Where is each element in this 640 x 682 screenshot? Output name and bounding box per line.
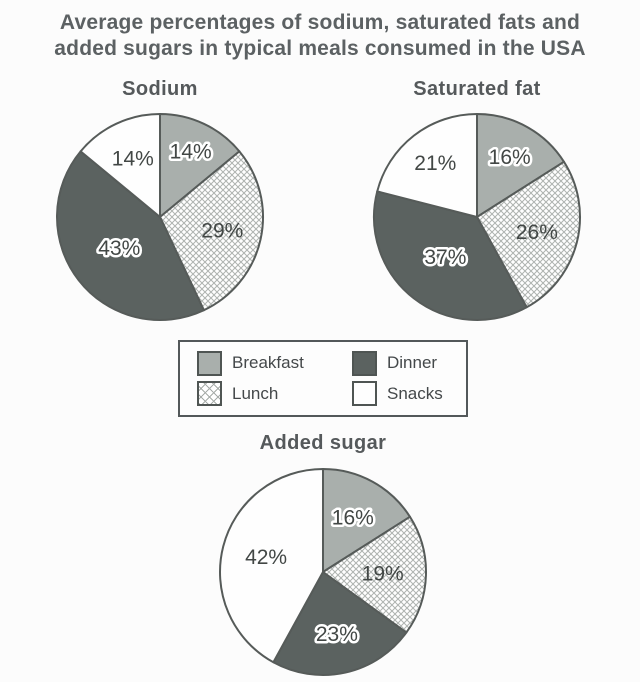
legend-swatch-lunch xyxy=(197,381,222,407)
saturated-fat-label-breakfast: 16% xyxy=(489,146,531,169)
added-sugar-slice-dinner xyxy=(272,571,408,676)
sodium-slice-snacks xyxy=(79,113,161,218)
added-sugar-pie: 16% 19% 23% 42% xyxy=(219,468,427,676)
sodium-slice-dinner xyxy=(56,150,205,321)
sodium-label-dinner: 43% xyxy=(98,237,140,260)
legend-item-lunch: Lunch xyxy=(197,381,352,407)
figure-title: Average percentages of sodium, saturated… xyxy=(0,10,640,62)
legend-label-snacks: Snacks xyxy=(387,383,443,403)
added-sugar-label-snacks: 42% xyxy=(245,546,287,569)
added-sugar-label-dinner: 23% xyxy=(316,623,358,646)
saturated-fat-label-dinner: 37% xyxy=(424,246,466,269)
saturated-fat-slice-snacks xyxy=(376,113,478,218)
sodium-label-lunch: 29% xyxy=(201,219,243,242)
chart-sodium: Sodium 14% 29% 43% 14% xyxy=(52,76,268,325)
sodium-label-breakfast: 14% xyxy=(170,140,212,163)
chart-added-sugar: Added sugar 16% 19% 23% 42% xyxy=(215,430,431,680)
sodium-slice-breakfast xyxy=(159,113,241,218)
chart-sodium-title: Sodium xyxy=(122,78,198,100)
chart-saturated-fat: Saturated fat 16% 26% 37% 21% xyxy=(369,76,585,325)
legend-item-breakfast: Breakfast xyxy=(197,350,352,376)
figure-title-line-2: added sugars in typical meals consumed i… xyxy=(54,37,586,60)
legend-item-dinner: Dinner xyxy=(352,350,462,376)
legend-box: Breakfast Lunch Dinner Snacks xyxy=(178,340,468,417)
legend-label-breakfast: Breakfast xyxy=(232,353,304,373)
chart-saturated-fat-title: Saturated fat xyxy=(413,78,541,100)
chart-added-sugar-title: Added sugar xyxy=(259,432,387,454)
added-sugar-slice-lunch xyxy=(322,515,427,634)
added-sugar-slice-breakfast xyxy=(322,468,411,573)
added-sugar-label-lunch: 19% xyxy=(362,562,404,585)
figure-title-line-1: Average percentages of sodium, saturated… xyxy=(59,11,581,34)
sodium-label-snacks: 14% xyxy=(112,148,154,171)
legend-swatch-snacks xyxy=(352,381,377,407)
legend-swatch-breakfast xyxy=(197,350,222,376)
legend-swatch-dinner xyxy=(352,350,377,376)
saturated-fat-slice-lunch xyxy=(476,160,582,309)
legend-item-snacks: Snacks xyxy=(352,381,462,407)
added-sugar-label-breakfast: 16% xyxy=(332,506,374,529)
saturated-fat-label-lunch: 26% xyxy=(516,221,558,244)
saturated-fat-label-snacks: 21% xyxy=(414,152,456,175)
legend-label-dinner: Dinner xyxy=(387,353,438,373)
saturated-fat-slice-breakfast xyxy=(476,113,565,218)
legend-label-lunch: Lunch xyxy=(232,383,279,403)
saturated-fat-pie: 16% 26% 37% 21% xyxy=(373,113,582,321)
saturated-fat-slice-dinner xyxy=(373,190,528,321)
sodium-pie: 14% 29% 43% 14% xyxy=(56,113,264,321)
added-sugar-slice-snacks xyxy=(219,468,324,664)
